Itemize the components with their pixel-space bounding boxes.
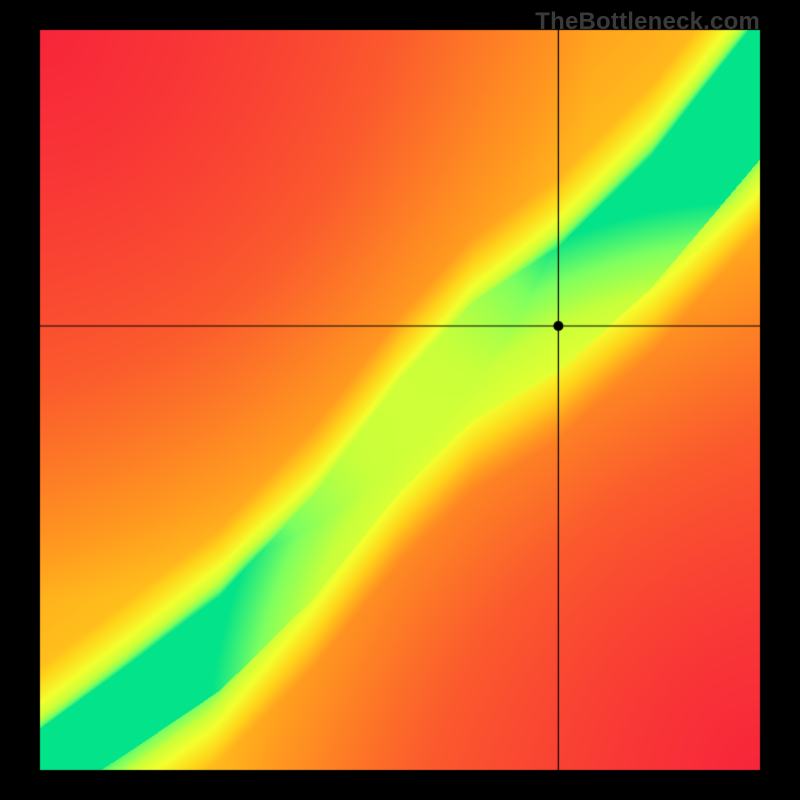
heatmap-canvas (0, 0, 800, 800)
chart-container: TheBottleneck.com (0, 0, 800, 800)
